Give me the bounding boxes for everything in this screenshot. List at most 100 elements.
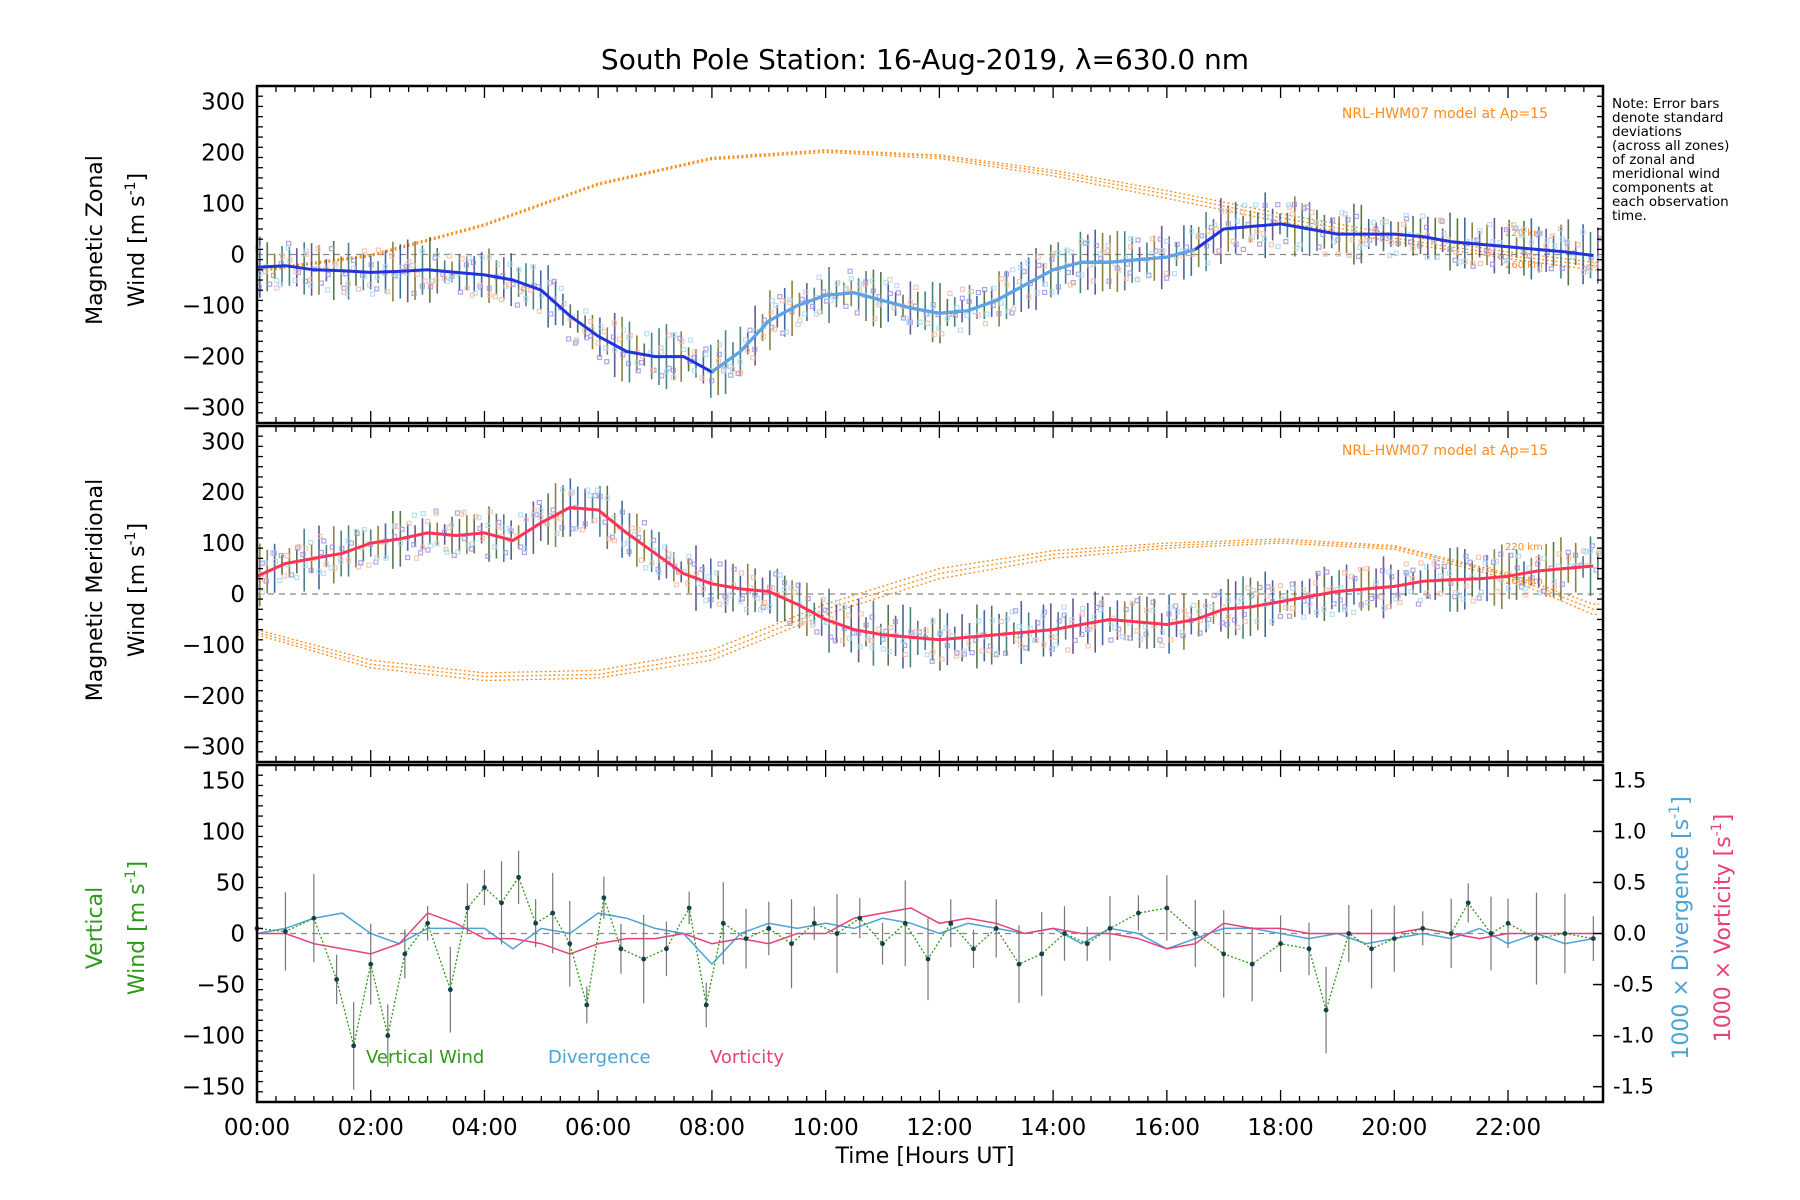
zone-measurement	[1042, 289, 1048, 296]
zone-measurement	[1017, 264, 1023, 270]
zone-measurement	[292, 277, 298, 284]
zone-measurement	[477, 525, 483, 532]
zone-measurement	[1291, 201, 1298, 208]
zone-measurement	[1463, 583, 1469, 589]
zone-measurement	[1523, 592, 1529, 598]
zone-measurement	[1084, 239, 1090, 245]
zone-measurement	[1204, 260, 1211, 266]
zone-measurement	[975, 312, 981, 318]
zone-measurement	[750, 575, 757, 581]
zone-measurement	[1528, 239, 1535, 245]
zone-measurement	[747, 327, 753, 333]
zone-measurement	[738, 599, 744, 605]
zone-measurement	[1355, 253, 1362, 259]
zone-measurement	[374, 274, 380, 280]
zone-measurement	[470, 259, 477, 265]
zone-measurement	[781, 580, 788, 586]
zone-measurement	[262, 577, 268, 583]
zone-measurement	[1462, 258, 1468, 264]
vertical-wind-panel: -1.5 -1.0 -0.5 0.0 0.5 1.0 1.5 −150 −100 −50 0 50 10…	[182, 763, 1654, 1141]
zone-measurement	[1064, 247, 1070, 253]
zone-measurement	[1146, 272, 1152, 278]
zone-measurement	[1174, 241, 1180, 248]
zone-measurement	[880, 646, 886, 652]
y2-tick-label: -1.5	[1613, 1075, 1654, 1099]
zone-measurement	[773, 302, 779, 309]
zone-measurement	[355, 564, 362, 570]
zone-measurement	[1470, 260, 1476, 267]
zone-measurement	[1556, 551, 1562, 557]
vertical-wind-point	[533, 920, 539, 926]
note-line: each observation	[1612, 194, 1729, 210]
zone-measurement	[1091, 614, 1098, 620]
zone-measurement	[792, 589, 798, 595]
zone-measurement	[598, 323, 604, 330]
zone-measurement	[374, 555, 380, 561]
zone-measurement	[473, 513, 479, 520]
zone-measurement	[1596, 549, 1602, 555]
zone-measurement	[1378, 594, 1384, 600]
zone-measurement	[272, 558, 278, 565]
zone-measurement	[1289, 585, 1296, 591]
zone-measurement	[917, 319, 923, 325]
zone-measurement	[1420, 213, 1426, 219]
zone-measurement	[1203, 603, 1209, 609]
zone-measurement	[723, 600, 729, 606]
zone-measurement	[991, 285, 997, 291]
zone-measurement	[1564, 239, 1570, 245]
zone-measurement	[1505, 585, 1512, 592]
zone-measurement	[318, 549, 324, 556]
zone-measurement	[1097, 251, 1103, 257]
zone-measurement	[1239, 209, 1245, 216]
zone-measurement	[286, 240, 292, 247]
zone-measurement	[902, 642, 908, 649]
vertical-wind-point	[789, 941, 794, 947]
x-tick-label: 02:00	[338, 1115, 404, 1141]
zone-measurement	[344, 290, 351, 297]
zone-measurement	[1275, 243, 1281, 250]
zone-measurement	[1478, 589, 1484, 595]
vertical-wind-point	[618, 946, 624, 952]
vertical-wind-point	[948, 920, 954, 926]
zone-measurement	[1277, 583, 1284, 589]
zone-measurement	[900, 638, 906, 644]
zone-measurement	[716, 342, 723, 348]
zone-measurement	[799, 296, 805, 302]
zone-measurement	[361, 248, 368, 254]
zone-measurement	[1090, 278, 1097, 284]
zone-measurement	[1410, 567, 1416, 573]
zonal-ylabel-close: ]	[125, 173, 150, 182]
zone-measurement	[270, 272, 277, 279]
zone-measurement	[1225, 221, 1231, 227]
zone-measurement	[1231, 617, 1238, 623]
zone-measurement	[1164, 275, 1170, 281]
zone-measurement	[803, 289, 809, 295]
zone-measurement	[840, 637, 846, 643]
vertical-wind-point	[1534, 936, 1539, 942]
zone-measurement	[635, 368, 641, 374]
zone-measurement	[1477, 260, 1484, 267]
zone-measurement	[876, 626, 882, 632]
divergence-y2label-text: 1000 × Divergence [s	[1669, 819, 1694, 1060]
vertical-wind-point	[880, 941, 885, 947]
zone-measurement	[999, 276, 1005, 282]
zone-measurement	[1345, 217, 1351, 223]
zone-measurement	[1080, 605, 1086, 612]
zone-measurement	[1269, 619, 1275, 625]
zone-measurement	[1159, 629, 1165, 635]
zone-measurement	[1585, 268, 1591, 274]
zone-measurement	[464, 285, 470, 291]
zone-measurement	[468, 546, 475, 552]
zone-measurement	[1535, 556, 1541, 562]
vertical-wind-point	[1062, 931, 1067, 936]
zone-measurement	[695, 580, 701, 587]
vertical-ylabel-close: ]	[125, 861, 150, 870]
zone-measurement	[1167, 605, 1173, 611]
zone-measurement	[448, 522, 455, 528]
zone-measurement	[691, 368, 697, 374]
zone-measurement	[1293, 245, 1299, 251]
zone-measurement	[1196, 232, 1202, 239]
y-tick-label: −200	[182, 684, 245, 710]
zone-measurement	[966, 298, 972, 305]
zone-measurement	[1452, 249, 1459, 256]
